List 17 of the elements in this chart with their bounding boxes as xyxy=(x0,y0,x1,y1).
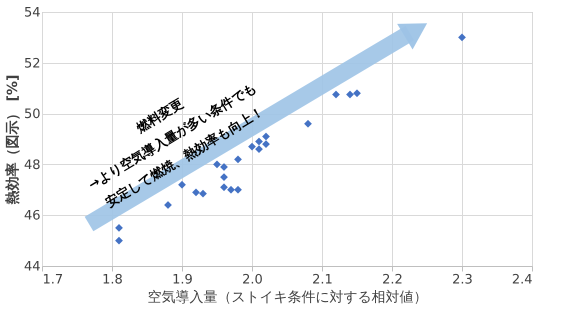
x-tick-label: 1.7 xyxy=(42,272,64,288)
y-axis-title: 熱効率（図示） [%] xyxy=(4,74,21,206)
x-tick-label: 2.3 xyxy=(452,272,473,288)
x-tick-label: 2.2 xyxy=(382,272,403,288)
x-tick-label: 2.4 xyxy=(512,272,532,288)
x-tick-label: 1.9 xyxy=(172,272,193,288)
y-tick-label: 54 xyxy=(24,6,40,20)
y-tick-label: 52 xyxy=(24,56,40,72)
x-tick-label: 1.8 xyxy=(102,272,123,288)
x-tick-label: 2.0 xyxy=(242,272,263,288)
y-tick-label: 44 xyxy=(24,260,40,274)
y-tick-label: 46 xyxy=(24,208,40,224)
y-tick-label: 50 xyxy=(24,107,40,122)
x-tick-label: 2.1 xyxy=(312,272,333,288)
x-axis-title: 空気導入量（ストイキ条件に対する相対値） xyxy=(148,290,428,306)
y-tick-label: 48 xyxy=(24,158,40,173)
annotation: 燃料変更 →より空気導入量が多い条件でも 安定して燃焼、熱効率も向上！ xyxy=(86,80,267,211)
